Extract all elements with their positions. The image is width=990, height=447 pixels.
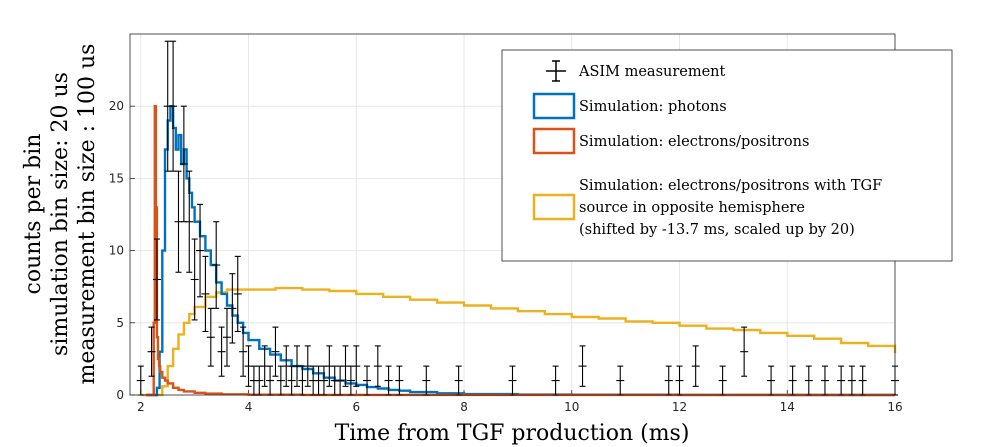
x-tick-label: 16 [887,400,902,414]
measurement-point [169,40,178,172]
measurement-point [271,326,280,377]
legend-label-photons: Simulation: photons [579,99,727,115]
legend: ASIM measurement Simulation: photons Sim… [501,49,953,262]
series-electrons [146,105,897,397]
y-axis-label-line-2: simulation bin size: 20 us [48,72,73,356]
measurement-point [244,345,253,387]
measurement-point [691,345,700,387]
measurement-point [373,345,382,387]
measurement-point [233,255,242,333]
y-axis-label-line-3: measurement bin size : 100 us [75,44,100,385]
legend-label-electrons: Simulation: electrons/positrons [579,134,809,150]
x-tick-labels: 2 4 6 8 10 12 14 16 [137,400,903,414]
legend-label-electrons-opposite-line-2: source in opposite hemisphere [579,200,805,216]
x-tick-label: 12 [672,400,687,414]
y-tick-labels: 0 5 10 15 20 [109,99,124,402]
measurement-point [217,326,226,377]
measurement-point [578,345,587,387]
measurement-point [740,326,749,377]
y-axis-label-line-1: counts per bin [21,134,46,295]
measurement-point [152,238,161,321]
legend-box [501,49,953,262]
legend-measurement-icon [546,60,566,82]
series-electrons-opposite [140,286,897,397]
measurement-point [174,170,183,273]
x-tick-label: 6 [352,400,360,414]
y-axis-label: counts per bin simulation bin size: 20 u… [21,44,100,385]
measurement-point [352,345,361,387]
measurement-point [239,326,248,377]
measurement-point [196,203,205,298]
x-tick-label: 2 [137,400,145,414]
y-tick-label: 5 [116,316,124,330]
measurement-point [185,170,194,273]
y-tick-label: 20 [109,99,124,113]
x-tick-label: 8 [460,400,468,414]
measurement-point [282,345,291,387]
y-tick-label: 10 [109,244,124,258]
y-tick-label: 0 [116,388,124,402]
legend-label-measurement: ASIM measurement [578,64,726,80]
legend-swatch-electrons [532,127,576,155]
measurement-series [136,40,899,396]
y-tick-label: 15 [109,171,124,185]
measurement-point [147,326,156,377]
x-axis-label: Time from TGF production (ms) [335,421,690,446]
legend-label-electrons-opposite-line-3: (shifted by -13.7 ms, scaled up by 20) [579,222,855,238]
legend-swatch-electrons-opposite [532,193,576,221]
x-tick-label: 14 [780,400,795,414]
legend-label-electrons-opposite-line-1: Simulation: electrons/positrons with TGF [579,178,882,194]
measurement-point [228,273,237,344]
measurement-point [206,307,215,367]
measurement-point [190,238,199,321]
measurement-point [212,221,221,309]
x-tick-label: 4 [245,400,253,414]
measurement-point [179,105,188,223]
measurement-point [201,255,210,333]
measurement-point [293,345,302,387]
x-tick-label: 10 [564,400,579,414]
legend-swatch-photons [532,92,576,120]
